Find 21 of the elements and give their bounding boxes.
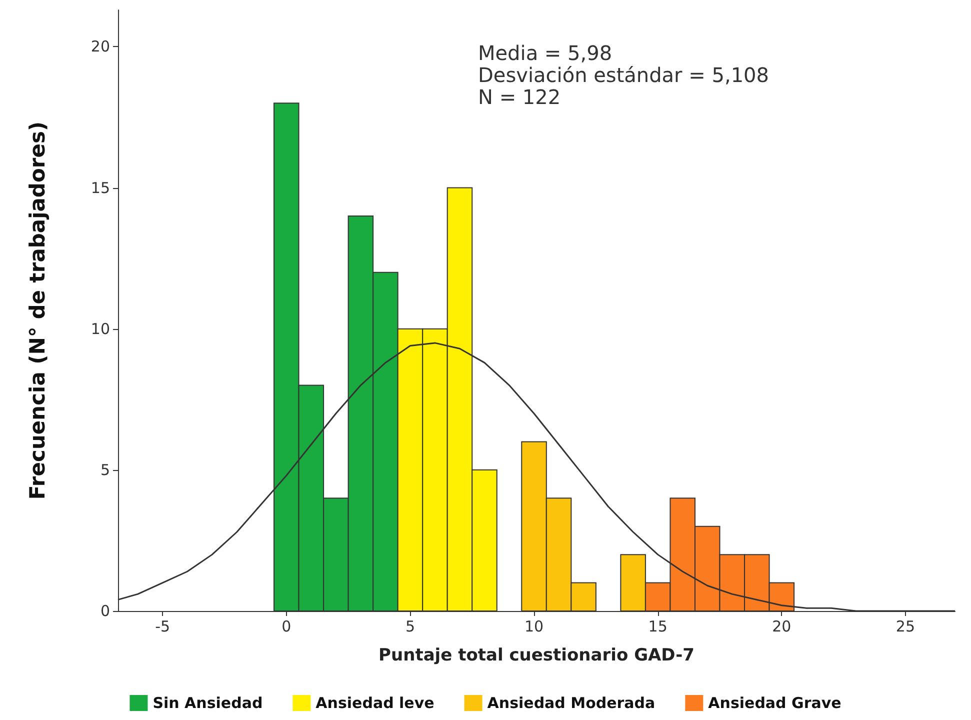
x-tick-label: 5 [405,618,415,636]
y-tick-label: 15 [90,178,110,197]
y-tick-label: 20 [90,38,110,56]
y-tick-label: 10 [90,320,110,338]
x-tick-label: 0 [282,618,292,636]
x-axis-title: Puntaje total cuestionario GAD-7 [378,646,694,666]
legend-label: Ansiedad Grave [708,694,842,712]
x-tick-label: 10 [524,618,544,636]
annotation: Media = 5,98 [478,41,612,65]
x-tick-label: -5 [155,618,170,636]
annotation: N = 122 [478,85,561,109]
x-tick-label: 15 [648,618,668,636]
legend-label: Sin Ansiedad [152,694,263,712]
y-tick-label: 5 [100,460,110,479]
y-axis-title: Frecuencia (N° de trabajadores) [26,121,50,500]
legend-label: Ansiedad leve [316,694,434,712]
x-tick-label: 20 [772,618,792,636]
x-tick-label: 25 [896,618,916,636]
annotation: Desviación estándar = 5,108 [478,63,769,87]
y-tick-label: 0 [100,602,110,620]
legend-label: Ansiedad Moderada [487,694,656,712]
